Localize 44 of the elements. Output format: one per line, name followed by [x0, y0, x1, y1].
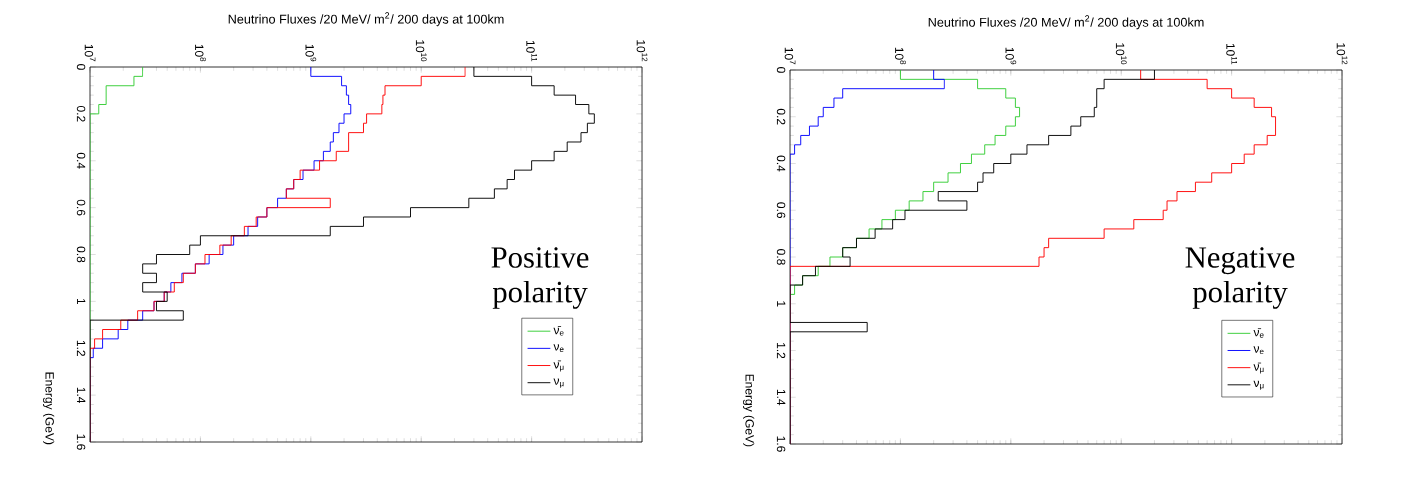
y-tick-label: 1.2 — [76, 340, 86, 356]
y-axis-title: Energy (GeV) — [743, 374, 755, 447]
y-tick-label: 0 — [776, 67, 786, 73]
legend-label: ν$_{e}$ — [1253, 346, 1264, 355]
legend-label: ν$_{e}$ — [553, 344, 564, 352]
x-tick-label: 10$^{10}$ — [1115, 43, 1127, 65]
y-tick-label: 0 — [76, 64, 86, 70]
x-tick-label: 10$^{7}$ — [784, 47, 796, 65]
x-tick-label: 10$^{8}$ — [195, 44, 206, 62]
y-tick-label: 1.4 — [777, 389, 786, 406]
y-tick-label: 1 — [77, 298, 86, 305]
y-tick-label: 0.4 — [776, 155, 786, 172]
x-tick-label: 10$^{7}$ — [84, 44, 96, 62]
y-tick-label: 0.6 — [76, 199, 86, 216]
y-tick-label: 0.6 — [776, 202, 786, 219]
x-tick-label: 10$^{11}$ — [526, 40, 537, 62]
chart-title: Neutrino Fluxes /20 MeV/ m$^{2}$/ 200 days at 100km — [928, 15, 1204, 30]
y-tick-label: 0.8 — [776, 249, 786, 265]
y-tick-label: 1.6 — [776, 436, 786, 452]
annotation: Negative polarity — [1185, 247, 1295, 309]
y-tick-label: 0.2 — [76, 105, 86, 122]
y-tick-label: 0.2 — [776, 108, 786, 125]
legend-label: ν$_{μ}$ — [1253, 380, 1264, 390]
legend-label: ν$_{μ}$ — [553, 378, 564, 388]
y-tick-label: 1.2 — [776, 343, 786, 359]
x-tick-label: 10$^{9}$ — [305, 44, 317, 62]
y-axis-title: Energy (GeV) — [43, 372, 55, 445]
y-tick-label: 1.6 — [76, 434, 86, 450]
x-tick-label: 10$^{9}$ — [1005, 47, 1017, 65]
legend-label: ν̄$_{e}$ — [1253, 328, 1264, 338]
x-tick-label: 10$^{11}$ — [1226, 43, 1237, 65]
legend-label: ν̄$_{e}$ — [553, 326, 564, 336]
annotation: Positive polarity — [491, 247, 589, 309]
x-tick-label: 10$^{10}$ — [415, 40, 427, 62]
x-tick-label: 10$^{12}$ — [636, 40, 648, 62]
y-tick-label: 1.4 — [77, 387, 86, 404]
chart-title: Neutrino Fluxes /20 MeV/ m$^{2}$/ 200 days at 100km — [228, 12, 504, 27]
y-tick-label: 1 — [777, 301, 786, 307]
legend-label: ν̄$_{μ}$ — [553, 360, 564, 372]
x-tick-label: 10$^{12}$ — [1336, 43, 1348, 65]
x-tick-label: 10$^{8}$ — [895, 47, 906, 65]
legend-label: ν̄$_{μ}$ — [1253, 362, 1264, 374]
y-tick-label: 0.8 — [76, 246, 86, 263]
y-tick-label: 0.4 — [76, 152, 86, 169]
